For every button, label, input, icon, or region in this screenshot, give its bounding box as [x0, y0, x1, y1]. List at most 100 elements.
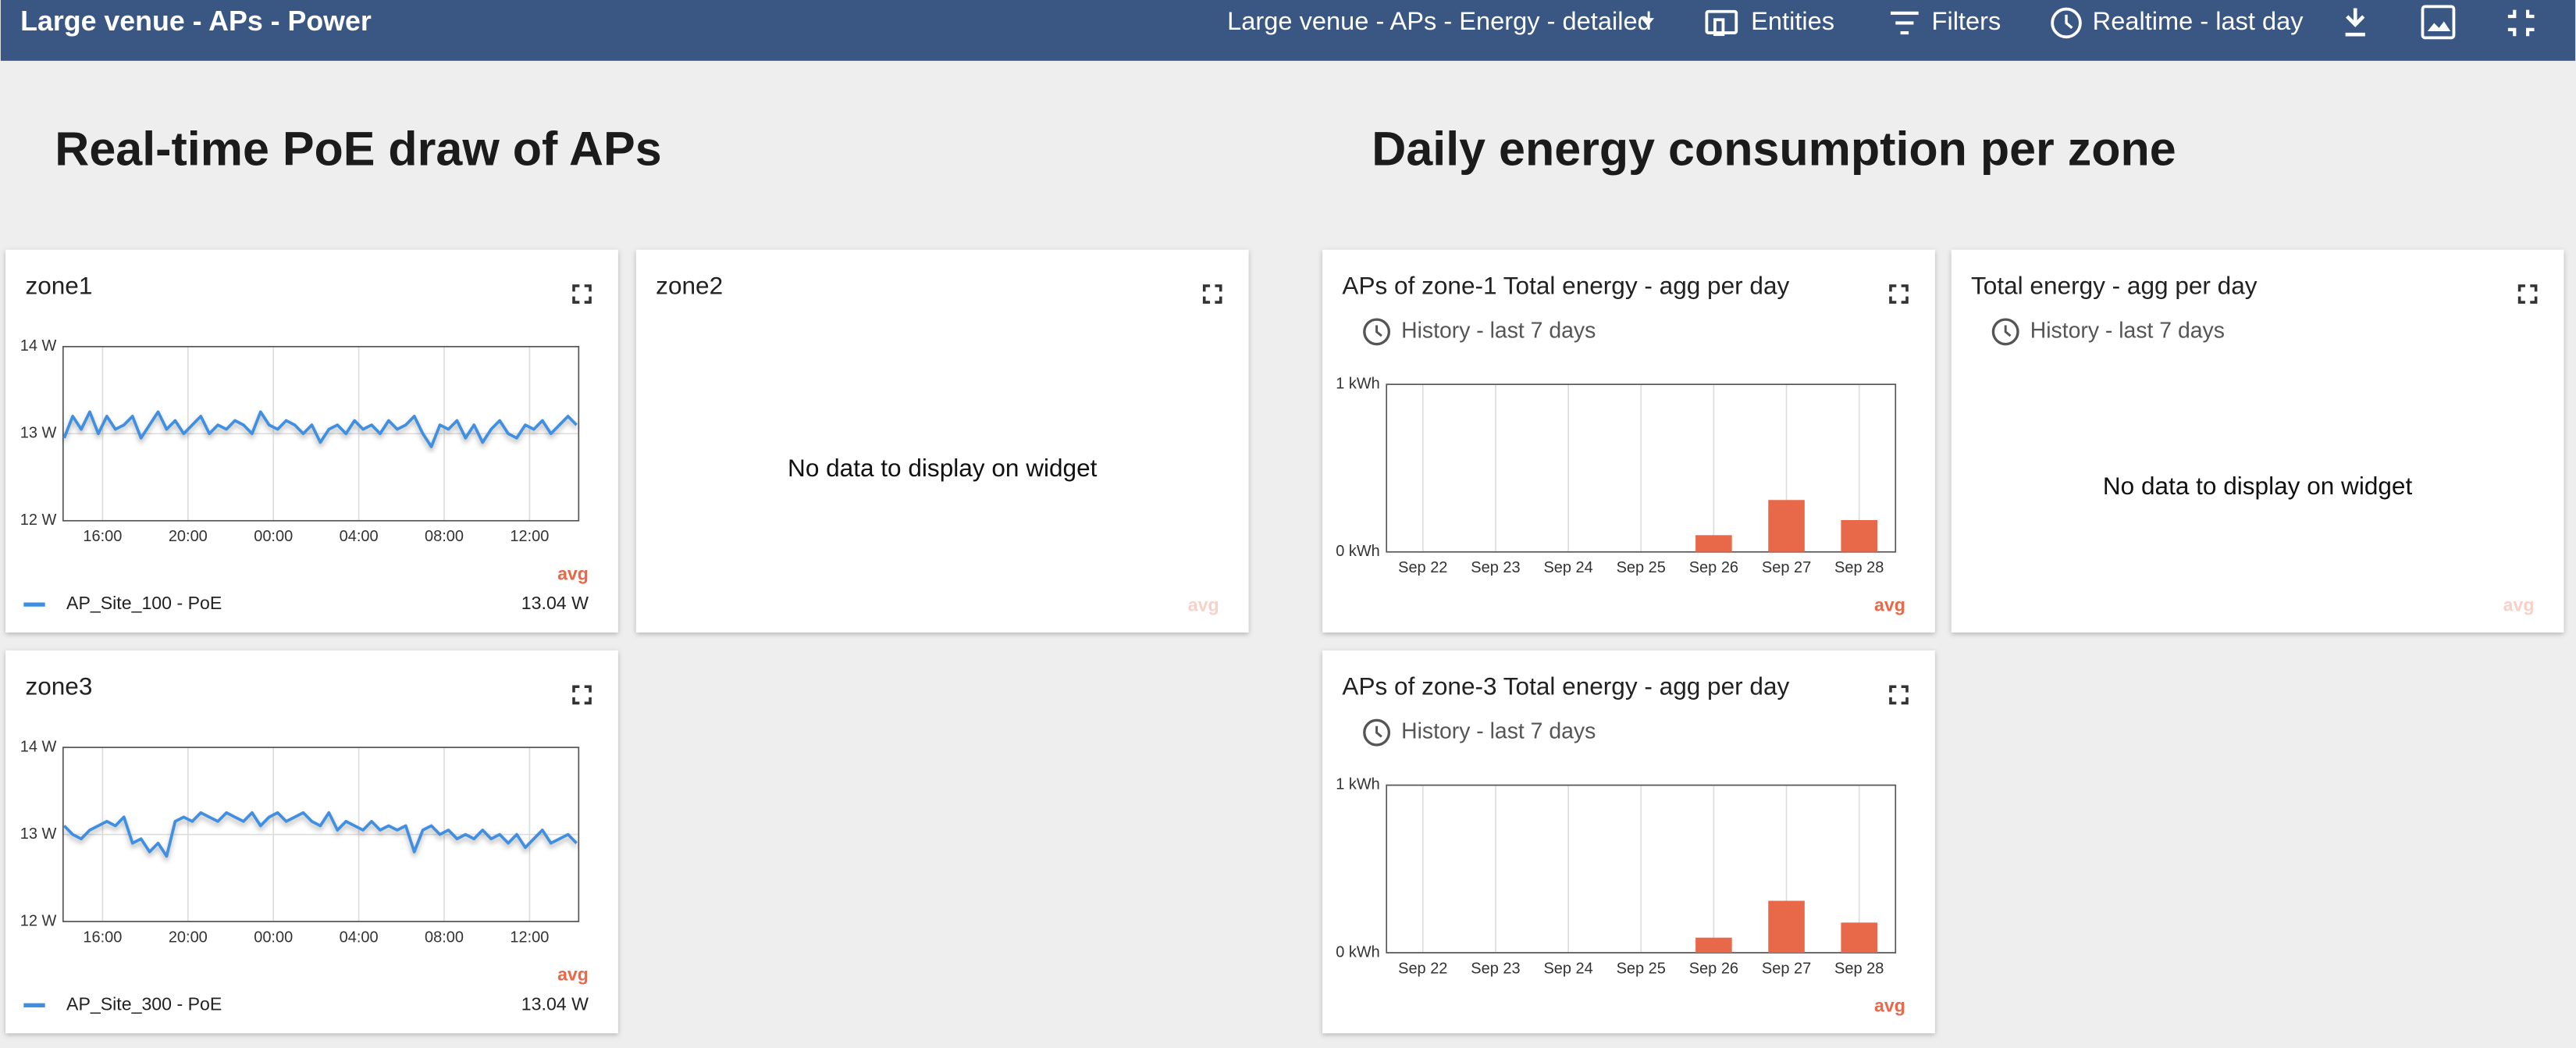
widget-title: Total energy - agg per day: [1971, 271, 2258, 299]
state-selector[interactable]: Large venue - APs - Energy - detailed: [1227, 6, 1655, 35]
toolbar: [0, 0, 2576, 61]
history-icon: [1363, 718, 1391, 747]
x-tick-label: Sep 26: [1689, 559, 1738, 576]
history-icon-hands: [1375, 725, 1382, 738]
y-tick-label: 14 W: [20, 337, 57, 355]
x-tick-label: 00:00: [254, 929, 293, 946]
bar: [1841, 519, 1877, 552]
history-icon-hands: [1375, 325, 1382, 337]
widget-card: APs of zone-1 Total energy - agg per day…: [1322, 249, 1935, 633]
bar: [1841, 922, 1877, 953]
no-data-message: No data to display on widget: [2103, 472, 2413, 500]
x-tick-label: 16:00: [83, 528, 122, 545]
bar: [1695, 937, 1732, 953]
widget-title: zone3: [25, 672, 92, 700]
x-tick-label: Sep 25: [1617, 960, 1666, 977]
x-tick-label: Sep 23: [1471, 960, 1520, 977]
x-tick-label: 04:00: [340, 528, 379, 545]
x-tick-label: 12:00: [510, 528, 549, 545]
widget-subtitle: History - last 7 days: [1401, 719, 1596, 744]
legend-row[interactable]: AP_Site_300 - PoE 13.04 W: [23, 993, 589, 1014]
series-line: [62, 410, 578, 448]
x-tick-label: Sep 25: [1617, 559, 1666, 576]
plot-border: [62, 345, 580, 522]
x-tick-label: Sep 28: [1834, 559, 1884, 576]
legend-label: AP_Site_100 - PoE: [66, 593, 222, 613]
widget-card: zone3 avg 12 W 13 W 14 W 16:00 20:00 00:00 04:00…: [5, 650, 618, 1034]
legend-header: avg: [1874, 594, 1905, 615]
x-tick-label: 20:00: [169, 528, 208, 545]
x-tick-label: Sep 26: [1689, 960, 1738, 977]
card-background: [5, 249, 618, 633]
image-icon: [2421, 5, 2456, 40]
x-tick-label: Sep 27: [1762, 559, 1811, 576]
series-line: [62, 811, 578, 858]
legend-header: avg: [1188, 594, 1219, 615]
x-tick-label: Sep 23: [1471, 559, 1520, 576]
widget-title: zone2: [656, 271, 723, 299]
history-icon: [1991, 318, 2019, 346]
filters-button[interactable]: Filters: [1890, 6, 2001, 35]
widget-card: APs of zone-3 Total energy - agg per day…: [1322, 650, 1935, 1034]
action-label: Realtime - last day: [2093, 6, 2304, 35]
legend-value: 13.04 W: [521, 593, 589, 613]
timewindow-button[interactable]: Realtime - last day: [2051, 6, 2304, 39]
card-background: [1322, 650, 1935, 1034]
entities-button[interactable]: Entities: [1705, 6, 1834, 37]
fullscreen-button[interactable]: [572, 685, 592, 705]
legend-header: avg: [1874, 996, 1905, 1016]
plot-border: [1386, 784, 1897, 954]
x-tick-label: 12:00: [510, 929, 549, 946]
widget-title: zone1: [25, 271, 92, 299]
section-title: Daily energy consumption per zone: [1372, 123, 2176, 176]
clock-icon: [2051, 7, 2082, 39]
widget-card: zone1 avg 12 W 13 W 14 W 16:00 20:00 00:00 04:00…: [5, 249, 618, 633]
bar: [1695, 535, 1732, 552]
fullscreen-button[interactable]: [1889, 284, 1909, 304]
y-tick-label: 12 W: [20, 512, 57, 529]
dashboard-title: Large venue - APs - Power: [20, 5, 372, 37]
collapse-icon: [2507, 9, 2535, 37]
widget-subtitle: History - last 7 days: [1401, 318, 1596, 343]
fullscreen-button[interactable]: [1889, 685, 1909, 705]
card-background: [5, 650, 618, 1034]
history-icon-hands: [2004, 325, 2012, 337]
download-button[interactable]: [2345, 8, 2365, 37]
bar: [1768, 500, 1805, 552]
y-tick-label: 12 W: [20, 912, 57, 929]
download-icon: [2345, 8, 2365, 37]
x-tick-label: Sep 27: [1762, 960, 1811, 977]
fullscreen-icon: [1889, 284, 1909, 304]
x-tick-label: 00:00: [254, 528, 293, 545]
legend-header: avg: [557, 964, 589, 985]
x-tick-label: 04:00: [340, 929, 379, 946]
y-tick-label: 13 W: [20, 825, 57, 843]
fullscreen-button[interactable]: [572, 284, 592, 304]
card-background: [1322, 249, 1935, 633]
history-icon: [1363, 318, 1391, 346]
widget-card: zone2 No data to display on widget avg: [635, 249, 1249, 633]
section-title: Real-time PoE draw of APs: [55, 123, 661, 176]
image-icon-mountains: [2427, 21, 2451, 31]
widget-card: Total energy - agg per day History - last…: [1951, 249, 2564, 633]
fullscreen-button[interactable]: [2517, 284, 2538, 304]
exit-fullscreen-button[interactable]: [2507, 9, 2535, 37]
export-image-button[interactable]: [2421, 5, 2456, 40]
fullscreen-icon: [2517, 284, 2538, 304]
y-tick-label: 1 kWh: [1336, 776, 1380, 793]
x-tick-label: 08:00: [425, 929, 464, 946]
x-tick-label: Sep 22: [1398, 559, 1447, 576]
action-label: Entities: [1751, 6, 1834, 35]
fullscreen-icon: [1202, 284, 1222, 304]
fullscreen-icon: [572, 284, 592, 304]
x-tick-label: 16:00: [83, 929, 122, 946]
fullscreen-button[interactable]: [1202, 284, 1222, 304]
x-tick-label: Sep 24: [1543, 559, 1592, 576]
widget-title: APs of zone-3 Total energy - agg per day: [1342, 672, 1789, 700]
legend-header: avg: [2503, 594, 2535, 615]
x-tick-label: 08:00: [425, 528, 464, 545]
legend-row[interactable]: AP_Site_100 - PoE 13.04 W: [23, 593, 589, 613]
entities-icon: [1705, 9, 1738, 37]
filters-icon: [1890, 11, 1919, 35]
